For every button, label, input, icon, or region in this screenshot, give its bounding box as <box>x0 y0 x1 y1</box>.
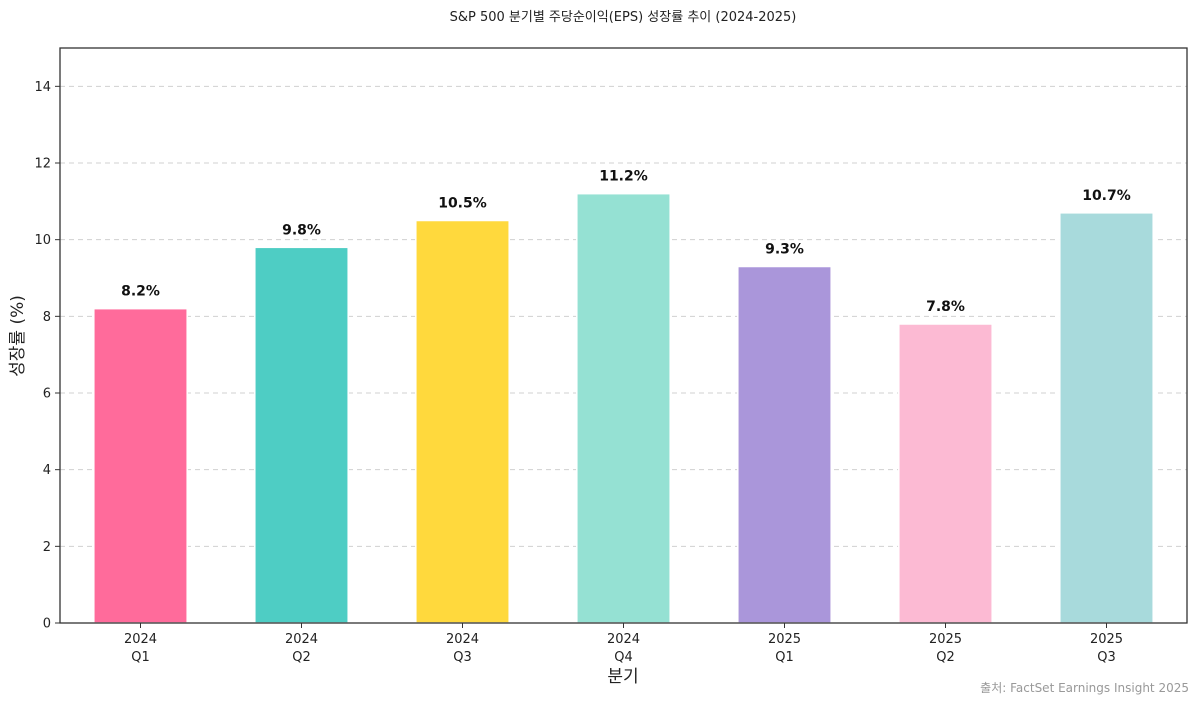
x-tick-label-year: 2025 <box>1090 632 1123 647</box>
y-tick-label: 10 <box>34 233 51 248</box>
bar-value-label: 9.3% <box>765 242 804 258</box>
bar-value-label: 10.5% <box>438 196 487 212</box>
bar-2024-q4 <box>576 192 671 624</box>
chart-title: S&P 500 분기별 주당순이익(EPS) 성장률 추이 (2024-2025… <box>450 10 797 25</box>
source-note: 출처: FactSet Earnings Insight 2025 <box>980 681 1189 695</box>
y-axis-ticks: 0 2 4 6 8 10 12 14 <box>34 80 60 632</box>
x-tick-label-quarter: Q4 <box>614 650 633 665</box>
y-tick-label: 2 <box>43 540 51 555</box>
bar-2024-q1 <box>93 307 188 624</box>
x-tick-label-year: 2024 <box>285 632 318 647</box>
grid-lines <box>60 85 1187 547</box>
bar-value-label: 9.8% <box>282 222 321 238</box>
x-tick-label-year: 2025 <box>768 632 801 647</box>
y-tick-label: 14 <box>34 80 51 95</box>
bar-2025-q2 <box>898 323 993 624</box>
bar-value-label: 10.7% <box>1082 188 1131 204</box>
y-axis-title: 성장률 (%) <box>8 295 28 377</box>
x-tick-label-quarter: Q1 <box>131 650 150 665</box>
y-tick-label: 4 <box>43 463 51 478</box>
x-tick-label-quarter: Q2 <box>292 650 311 665</box>
x-tick-label-year: 2025 <box>929 632 962 647</box>
bar-2025-q3 <box>1059 212 1154 624</box>
y-tick-label: 12 <box>34 157 51 172</box>
x-tick-label-quarter: Q1 <box>775 650 794 665</box>
value-labels: 8.2% 9.8% 10.5% 11.2% 9.3% 7.8% 10.7% <box>121 169 1131 315</box>
bars <box>93 192 1154 624</box>
y-tick-label: 8 <box>43 310 51 325</box>
x-tick-label-year: 2024 <box>607 632 640 647</box>
x-axis-ticks: 2024 Q1 2024 Q2 2024 Q3 2024 Q4 2025 Q1 2025 Q2 2025… <box>124 623 1123 665</box>
x-tick-label-quarter: Q3 <box>453 650 472 665</box>
bar-value-label: 8.2% <box>121 284 160 300</box>
x-tick-label-quarter: Q3 <box>1097 650 1116 665</box>
y-tick-label: 6 <box>43 387 51 402</box>
bar-value-label: 7.8% <box>926 299 965 315</box>
bar-2024-q2 <box>254 246 349 624</box>
x-tick-label-year: 2024 <box>446 632 479 647</box>
x-tick-label-year: 2024 <box>124 632 157 647</box>
x-axis-title: 분기 <box>607 667 638 687</box>
bar-2024-q3 <box>415 219 510 624</box>
bar-value-label: 11.2% <box>599 169 648 185</box>
y-tick-label: 0 <box>43 617 51 632</box>
x-tick-label-quarter: Q2 <box>936 650 955 665</box>
bar-2025-q1 <box>737 265 832 624</box>
